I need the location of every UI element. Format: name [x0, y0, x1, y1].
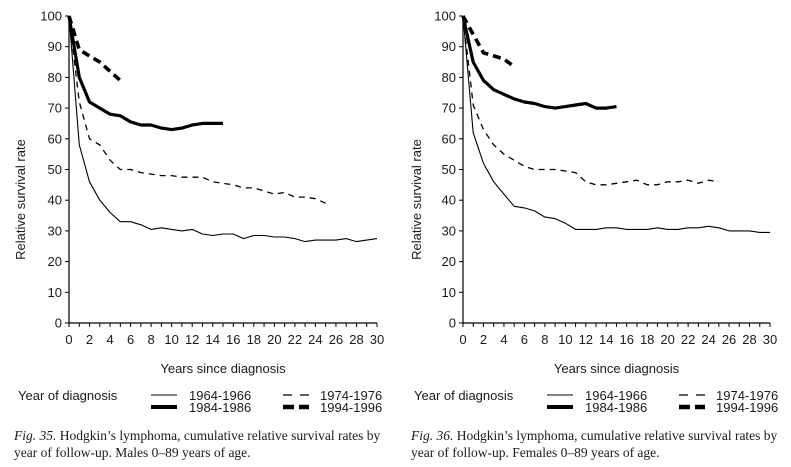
- x-tick-label: 10: [164, 332, 178, 347]
- y-axis-title: Relative survival rate: [409, 139, 424, 260]
- x-tick-label: 0: [459, 332, 466, 347]
- y-tick-label: 30: [442, 223, 456, 238]
- x-tick-label: 8: [148, 332, 155, 347]
- legend-title: Year of diagnosis: [18, 388, 118, 403]
- y-tick-label: 10: [442, 285, 456, 300]
- y-tick-label: 60: [442, 131, 456, 146]
- x-tick-label: 6: [521, 332, 528, 347]
- y-tick-label: 90: [48, 39, 62, 54]
- x-axis-title: Years since diagnosis: [554, 361, 680, 376]
- x-tick-label: 4: [500, 332, 507, 347]
- y-tick-label: 80: [442, 70, 456, 85]
- x-tick-label: 30: [763, 332, 777, 347]
- legend: Year of diagnosis 1964-1966 1974-1976 1984-…: [18, 388, 382, 415]
- x-axis-title: Years since diagnosis: [160, 361, 286, 376]
- legend-item-1984-1986: 1984-1986: [547, 400, 647, 415]
- legend-label: 1984-1986: [585, 400, 647, 415]
- x-tick-label: 12: [185, 332, 199, 347]
- y-tick-label: 50: [48, 162, 62, 177]
- legend-label: 1984-1986: [189, 400, 251, 415]
- series-line-1964-1966: [68, 15, 378, 243]
- x-tick-label: 8: [541, 332, 548, 347]
- y-tick-label: 90: [442, 39, 456, 54]
- caption-fig-36: Fig. 36. Hodgkin’s lymphoma, cumulative …: [411, 427, 791, 461]
- x-tick-label: 26: [722, 332, 736, 347]
- x-tick-label: 6: [127, 332, 134, 347]
- x-tick-label: 24: [308, 332, 322, 347]
- x-tick-label: 10: [558, 332, 572, 347]
- y-tick-label: 100: [434, 9, 456, 24]
- legend-label: 1974-1976: [716, 388, 778, 403]
- series-line-1984-1986: [67, 15, 223, 132]
- caption-fig-35: Fig. 35. Hodgkin’s lymphoma, cumulative …: [14, 427, 404, 461]
- x-tick-label: 22: [288, 332, 302, 347]
- legend-item-1984-1986: 1984-1986: [151, 400, 251, 415]
- x-tick-label: 14: [205, 332, 219, 347]
- legend-label: 1964-1966: [189, 388, 251, 403]
- series-line-1994-1996: [67, 15, 122, 82]
- figure-label-35: Fig. 35.: [14, 428, 57, 443]
- y-tick-label: 70: [442, 101, 456, 116]
- x-tick-label: 24: [701, 332, 715, 347]
- y-tick-label: 70: [48, 101, 62, 116]
- y-tick-label: 0: [449, 316, 456, 331]
- x-tick-label: 22: [681, 332, 695, 347]
- legend-label: 1964-1966: [585, 388, 647, 403]
- y-tick-label: 80: [48, 70, 62, 85]
- legend-item-1994-1996: 1994-1996: [679, 400, 778, 415]
- y-tick-label: 60: [48, 131, 62, 146]
- x-tick-label: 20: [267, 332, 281, 347]
- x-tick-label: 14: [599, 332, 613, 347]
- y-axis-title: Relative survival rate: [13, 139, 28, 260]
- legend-title: Year of diagnosis: [414, 388, 514, 403]
- legend-item-1994-1996: 1994-1996: [283, 400, 382, 415]
- caption-text-36: Hodgkin’s lymphoma, cumulative relative …: [411, 428, 778, 460]
- caption-text-35: Hodgkin’s lymphoma, cumulative relative …: [14, 428, 381, 460]
- x-tick-label: 26: [329, 332, 343, 347]
- x-tick-label: 28: [742, 332, 756, 347]
- figure-label-36: Fig. 36.: [411, 428, 454, 443]
- y-tick-label: 30: [48, 223, 62, 238]
- y-tick-label: 40: [442, 193, 456, 208]
- y-tick-label: 20: [48, 254, 62, 269]
- x-tick-label: 12: [579, 332, 593, 347]
- x-tick-label: 18: [640, 332, 654, 347]
- x-tick-label: 0: [65, 332, 72, 347]
- series-line-1994-1996: [461, 15, 516, 69]
- y-tick-label: 100: [40, 9, 62, 24]
- legend-label: 1974-1976: [320, 388, 382, 403]
- x-tick-label: 18: [247, 332, 261, 347]
- x-tick-label: 28: [349, 332, 363, 347]
- x-tick-label: 16: [619, 332, 633, 347]
- x-tick-label: 30: [370, 332, 384, 347]
- legend-item-1964-1966: 1964-1966: [151, 388, 251, 403]
- y-tick-label: 40: [48, 193, 62, 208]
- legend-label: 1994-1996: [716, 400, 778, 415]
- x-tick-label: 4: [106, 332, 113, 347]
- legend-label: 1994-1996: [320, 400, 382, 415]
- legend: Year of diagnosis 1964-1966 1974-1976 1984-…: [414, 388, 778, 415]
- x-tick-label: 2: [480, 332, 487, 347]
- series-line-1974-1976: [68, 15, 326, 204]
- y-tick-label: 20: [442, 254, 456, 269]
- series-line-1974-1976: [462, 15, 719, 186]
- x-tick-label: 2: [86, 332, 93, 347]
- x-tick-label: 20: [660, 332, 674, 347]
- legend-item-1974-1976: 1974-1976: [679, 388, 778, 403]
- y-tick-label: 50: [442, 162, 456, 177]
- legend-item-1974-1976: 1974-1976: [283, 388, 382, 403]
- y-tick-label: 10: [48, 285, 62, 300]
- y-tick-label: 0: [55, 316, 62, 331]
- legend-item-1964-1966: 1964-1966: [547, 388, 647, 403]
- x-tick-label: 16: [226, 332, 240, 347]
- series-line-1964-1966: [462, 15, 770, 233]
- series-line-1984-1986: [461, 15, 617, 110]
